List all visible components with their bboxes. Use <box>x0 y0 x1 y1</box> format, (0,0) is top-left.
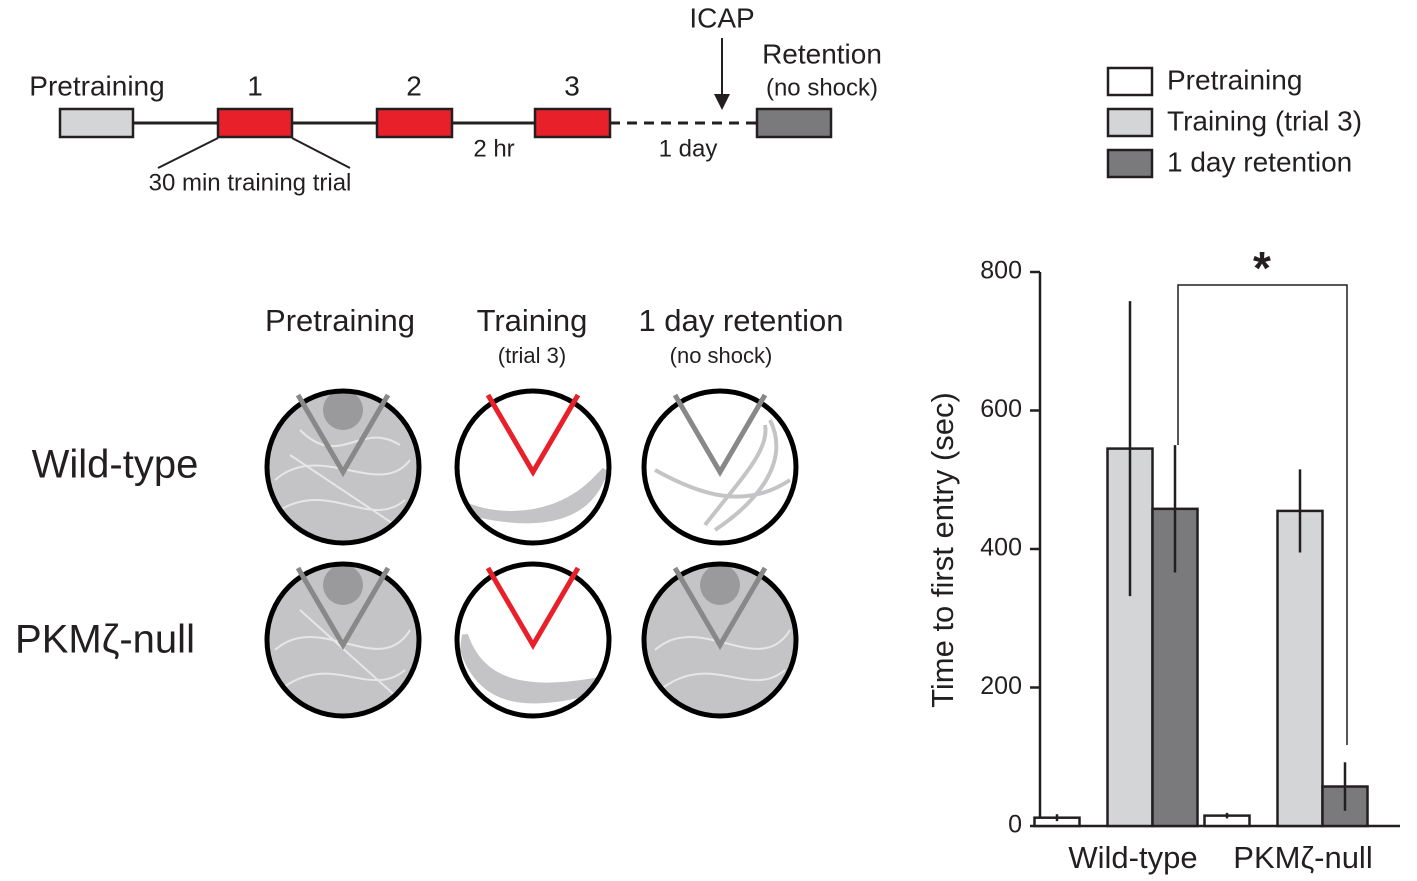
legend-swatch <box>1106 66 1154 97</box>
timeline-label: 3 <box>564 70 580 101</box>
y-tick-label: 800 <box>980 257 1022 285</box>
arena-outlines <box>264 388 799 719</box>
arena-header: Training <box>477 303 588 338</box>
significance-star: * <box>1253 242 1271 294</box>
timeline-label: 2 <box>406 70 422 101</box>
arena-header: Pretraining <box>265 303 415 338</box>
legend-swatch <box>1106 107 1154 138</box>
trace <box>646 566 794 714</box>
legend-label: Pretraining <box>1167 64 1302 95</box>
pretraining-box <box>58 107 135 139</box>
bar <box>1276 509 1324 828</box>
timeline-label: 1 day <box>659 135 718 162</box>
timeline-label: ICAP <box>689 2 754 33</box>
x-tick-label: PKMζ-null <box>1233 840 1372 875</box>
legend-label: 1 day retention <box>1167 146 1352 177</box>
x-tick-label: Wild-type <box>1068 840 1197 875</box>
timeline-label: 30 min training trial <box>149 169 352 196</box>
y-tick-label: 0 <box>1008 811 1022 839</box>
trace <box>459 467 607 524</box>
significance-bracket <box>1177 284 1348 745</box>
timeline-label: 2 hr <box>473 135 514 162</box>
arena-note: (no shock) <box>670 343 773 368</box>
y-tick-label: 600 <box>980 395 1022 423</box>
bracket-line <box>291 137 351 169</box>
timeline-label: Retention <box>762 38 882 69</box>
timeline-label: 1 <box>247 70 263 101</box>
trace <box>269 566 417 714</box>
arena-note: (trial 3) <box>498 343 566 368</box>
timeline-label: (no shock) <box>766 74 878 101</box>
trace <box>269 393 417 541</box>
row-label: PKMζ-null <box>15 618 195 662</box>
y-tick-label: 400 <box>980 534 1022 562</box>
legend-swatch <box>1106 148 1154 179</box>
trial-box <box>216 107 294 139</box>
row-label: Wild-type <box>32 443 199 487</box>
timeline: Pretraining 1 2 3 ICAP Retention (no sho… <box>29 2 882 196</box>
retention-box <box>755 107 833 139</box>
arena-header: 1 day retention <box>638 303 843 338</box>
y-axis-label: Time to first entry (sec) <box>925 392 960 708</box>
arenas: Pretraining Training (trial 3) 1 day ret… <box>15 303 844 719</box>
bracket-line <box>157 137 219 169</box>
trace <box>654 419 792 532</box>
trial-box <box>375 107 454 139</box>
timeline-label: Pretraining <box>29 70 164 101</box>
icap-arrowhead <box>714 94 730 110</box>
legend-label: Training (trial 3) <box>1167 105 1362 136</box>
y-tick-label: 200 <box>980 672 1022 700</box>
trial-box <box>533 107 612 139</box>
